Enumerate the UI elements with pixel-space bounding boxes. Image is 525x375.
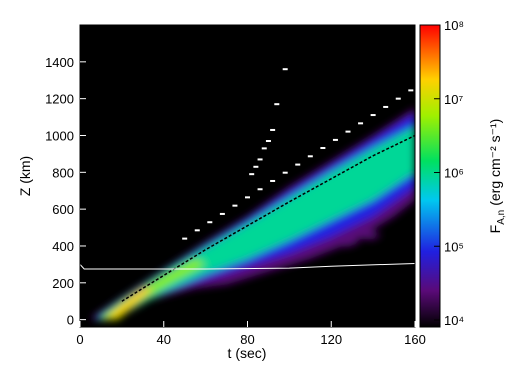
colorbar-tick-label: 10⁷ [444, 92, 463, 107]
front-dash [261, 147, 267, 150]
ridge-line [121, 134, 415, 302]
colorbar [419, 24, 441, 328]
colorbar-tick-label: 10⁴ [444, 313, 464, 328]
front-dash [270, 128, 276, 131]
front-dash [395, 97, 401, 100]
front-dash [253, 165, 259, 168]
colorbar-label: FA,n (erg cm⁻² s⁻¹) [487, 119, 507, 234]
transition-line [80, 262, 415, 270]
front-dash [370, 114, 376, 117]
y-tick-label: 800 [52, 165, 74, 180]
contour-region [356, 231, 382, 240]
y-tick-label: 1000 [45, 128, 74, 143]
colorbar-tick-label: 10⁸ [444, 18, 464, 33]
heatmap-field [90, 107, 415, 320]
colorbar-tick-label: 10⁵ [444, 239, 464, 254]
colorbar-label-sub: A,n [496, 210, 507, 225]
plot-area [80, 68, 415, 320]
x-tick-label: 0 [76, 332, 83, 347]
colorbar-label-main: F [487, 225, 503, 234]
x-axis-label: t (sec) [228, 345, 267, 361]
y-tick-label: 0 [67, 313, 74, 328]
front-dash [219, 212, 225, 215]
front-dash [265, 140, 271, 143]
front-dash [332, 138, 338, 141]
front-dash [295, 163, 301, 166]
x-tick-label: 120 [320, 332, 342, 347]
front-dash [257, 158, 263, 161]
front-dash [207, 221, 213, 224]
y-tick-label: 600 [52, 202, 74, 217]
front-dash [249, 173, 255, 176]
front-dash [274, 103, 280, 106]
front-dash [182, 237, 188, 240]
front-dash [345, 130, 351, 133]
front-dash [282, 68, 288, 71]
y-tick-label: 400 [52, 239, 74, 254]
front-dash [282, 171, 288, 174]
front-dash [245, 196, 250, 199]
colorbar-tick-label: 10⁶ [444, 166, 464, 181]
x-tick-label: 80 [240, 332, 254, 347]
front-dash [194, 229, 200, 232]
front-dash [408, 89, 414, 92]
contour-region [105, 288, 154, 319]
front-dash [232, 204, 238, 207]
front-dash [307, 155, 313, 158]
y-tick-label: 1400 [45, 55, 74, 70]
y-tick-label: 200 [52, 276, 74, 291]
x-tick-label: 160 [404, 332, 426, 347]
front-dash [270, 179, 276, 182]
y-tick-label: 1200 [45, 92, 74, 107]
front-dash [320, 147, 326, 150]
colorbar-label-unit: (erg cm⁻² s⁻¹) [487, 119, 503, 206]
contour-region [331, 237, 361, 247]
front-dash [257, 188, 263, 191]
front-dash [383, 105, 389, 108]
front-dash [358, 122, 364, 125]
y-axis-label: Z (km) [17, 156, 33, 196]
x-tick-label: 40 [157, 332, 171, 347]
